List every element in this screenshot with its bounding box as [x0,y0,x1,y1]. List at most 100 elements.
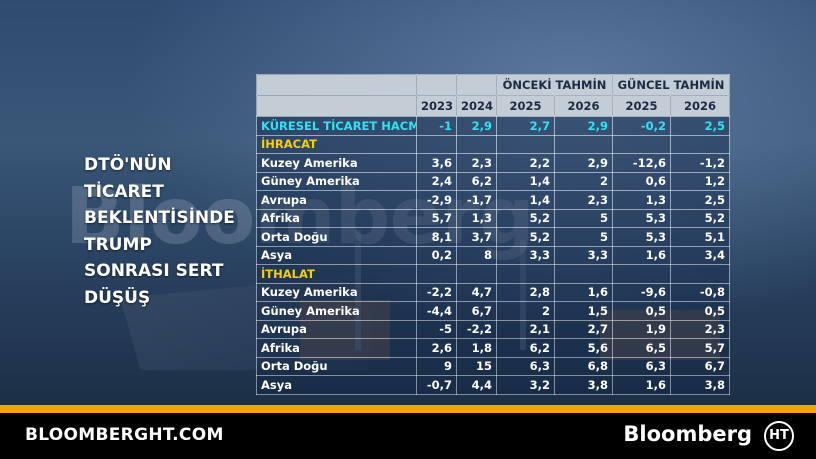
cell: 15 [456,356,497,376]
row-label: Orta Doğu [256,227,417,247]
header-blank [256,74,417,96]
empty-cell [669,134,731,154]
cell: 4,7 [456,282,497,302]
cell: -2,2 [416,282,457,302]
table-row: Kuzey Amerika 3,6 2,3 2,2 2,9 -12,6 -1,2 [256,153,731,173]
cell: 5,7 [669,338,731,358]
cell: 2,5 [669,116,731,136]
cell: 2 [554,171,613,191]
table-row: Kuzey Amerika -2,2 4,7 2,8 1,6 -9,6 -0,8 [256,282,731,302]
cell: -0,8 [669,282,731,302]
header-blank [456,74,497,96]
row-label: Avrupa [256,319,417,339]
empty-cell [456,134,497,154]
year-header-row: 2023 2024 2025 2026 2025 2026 [256,95,731,117]
section-header-row: İTHALAT [256,264,731,284]
cell: 3,3 [496,245,555,265]
table-row: Avrupa -5 -2,2 2,1 2,7 1,9 2,3 [256,319,731,339]
row-label: Güney Amerika [256,171,417,191]
cell: 2,5 [669,190,731,210]
cell: 5,3 [612,227,671,247]
cell: 2,3 [456,153,497,173]
empty-cell [416,134,457,154]
cell: -1,2 [669,153,731,173]
previous-forecast-header: ÖNCEKİ TAHMİN [496,74,613,96]
cell: -2,2 [456,319,497,339]
cell: 6,5 [612,338,671,358]
cell: 4,4 [456,375,497,395]
cell: 2,1 [496,319,555,339]
cell: 0,5 [669,301,731,321]
cell: 5,7 [416,208,457,228]
cell: 2 [496,301,555,321]
footer-bar: BLOOMBERGHT.COM Bloomberg HT [0,413,816,459]
headline-line: SONRASI SERT [84,261,224,281]
empty-cell [416,264,457,284]
cell: 2,8 [496,282,555,302]
cell: 6,7 [456,301,497,321]
year-header: 2024 [456,95,497,117]
headline-line: DÜŞÜŞ [84,287,151,308]
cell: -0,2 [612,116,671,136]
cell: 2,3 [669,319,731,339]
cell: 0,2 [416,245,457,265]
cell: 1,8 [456,338,497,358]
row-label: Avrupa [256,190,417,210]
empty-cell [496,134,555,154]
headline-line: TİCARET [84,181,164,202]
year-header: 2026 [669,95,731,117]
cell: -1 [416,116,457,136]
empty-cell [554,264,613,284]
empty-cell [554,134,613,154]
cell: 5,2 [496,208,555,228]
cell: 3,3 [554,245,613,265]
year-header: 2023 [416,95,457,117]
headline-line: TRUMP [84,234,152,255]
cell: 1,2 [669,171,731,191]
row-label: Orta Doğu [256,356,417,376]
cell: 2,2 [496,153,555,173]
cell: -2,9 [416,190,457,210]
row-label: Asya [256,245,417,265]
table-row: Güney Amerika -4,4 6,7 2 1,5 0,5 0,5 [256,301,731,321]
cell: 2,4 [416,171,457,191]
cell: 3,7 [456,227,497,247]
table-row: Asya -0,7 4,4 3,2 3,8 1,6 3,8 [256,375,731,395]
table-row: Afrika 5,7 1,3 5,2 5 5,3 5,2 [256,208,731,228]
empty-cell [612,264,671,284]
cell: 3,6 [416,153,457,173]
header-blank [416,74,457,96]
cell: 5,2 [496,227,555,247]
table-row: Afrika 2,6 1,8 6,2 5,6 6,5 5,7 [256,338,731,358]
row-label: Afrika [256,208,417,228]
group-header-row: ÖNCEKİ TAHMİN GÜNCEL TAHMİN [256,74,731,96]
cell: 3,4 [669,245,731,265]
cell: 2,7 [496,116,555,136]
cell: 6,3 [612,356,671,376]
empty-cell [496,264,555,284]
cell: 1,5 [554,301,613,321]
cell: 2,3 [554,190,613,210]
trade-forecast-table: ÖNCEKİ TAHMİN GÜNCEL TAHMİN 2023 2024 20… [256,74,731,395]
cell: 5,6 [554,338,613,358]
site-url: BLOOMBERGHT.COM [25,425,224,445]
table-row: Avrupa -2,9 -1,7 1,4 2,3 1,3 2,5 [256,190,731,210]
cell: 8 [456,245,497,265]
cell: 0,6 [612,171,671,191]
cell: 1,6 [612,375,671,395]
cell: 3,8 [669,375,731,395]
cell: 2,6 [416,338,457,358]
cell: 1,3 [456,208,497,228]
cell: -12,6 [612,153,671,173]
cell: 6,2 [496,338,555,358]
table-row: Orta Doğu 9 15 6,3 6,8 6,3 6,7 [256,356,731,376]
year-header: 2025 [496,95,555,117]
cell: 1,4 [496,171,555,191]
headline-line: DTÖ'NÜN [84,155,172,175]
cell: 6,3 [496,356,555,376]
section-label: İHRACAT [256,134,417,154]
row-label: Afrika [256,338,417,358]
cell: 5,1 [669,227,731,247]
cell: 0,5 [612,301,671,321]
row-label: KÜRESEL TİCARET HACMİ [256,116,417,136]
